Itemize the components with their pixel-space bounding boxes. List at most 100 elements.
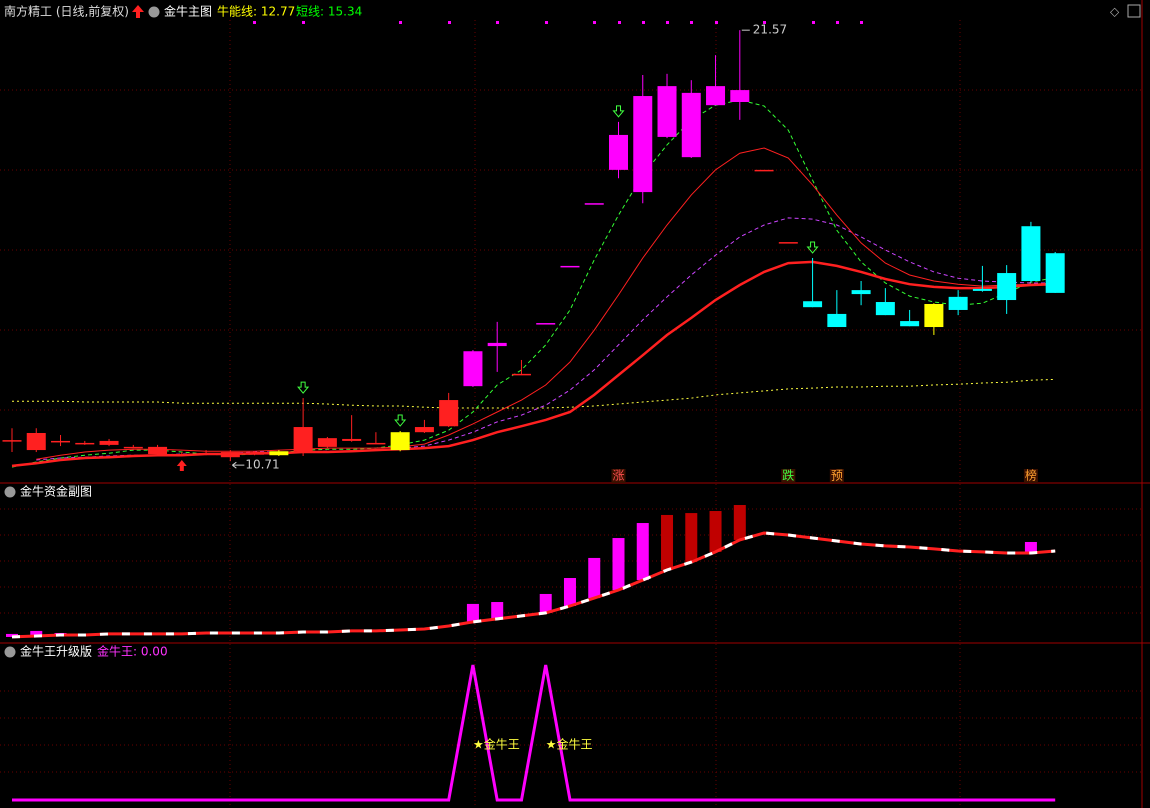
signal-dot <box>836 21 839 24</box>
fund-bar <box>588 557 601 599</box>
signal-label: 预 <box>831 469 843 483</box>
fund-bar <box>1024 541 1037 554</box>
candle-body <box>851 290 871 295</box>
candle-body <box>997 273 1017 301</box>
signal-dot <box>763 21 766 24</box>
signal-label-bg <box>781 469 796 483</box>
candle-body <box>827 313 847 328</box>
candle-body <box>803 301 823 308</box>
candle-body <box>196 453 216 455</box>
signal-dot <box>302 21 305 24</box>
candle-body <box>487 342 507 347</box>
fund-bar <box>685 513 698 563</box>
candle-body <box>269 451 289 456</box>
signal-arrow <box>394 414 407 427</box>
candle-body <box>2 440 22 442</box>
price-pointer <box>232 461 245 469</box>
signal-arrow <box>297 381 310 394</box>
candle-body <box>245 453 265 455</box>
candle-body <box>584 203 604 205</box>
candle-body <box>293 427 313 452</box>
candle-body <box>633 96 653 193</box>
signal-dot <box>642 21 645 24</box>
panel-title: 金牛主图 <box>164 4 212 19</box>
signal-dot <box>399 21 402 24</box>
fund-bar <box>661 514 674 570</box>
candle-body <box>148 446 168 455</box>
candle-body <box>439 400 459 427</box>
point-label: ★金牛王 <box>473 737 520 752</box>
fund-bar <box>539 593 552 613</box>
window-icon[interactable] <box>1127 4 1141 18</box>
signal-arrow <box>612 105 625 118</box>
candle-body <box>1021 226 1041 281</box>
collapse-icon[interactable] <box>4 646 16 658</box>
settings-icon[interactable]: ◇ <box>1110 5 1120 19</box>
ma-line <box>12 378 1056 409</box>
signal-dot <box>812 21 815 24</box>
fund-bar <box>612 538 625 591</box>
signal-dots <box>253 21 863 24</box>
fund-bar <box>636 523 649 581</box>
header-bar: 南方精工 (日线,前复权) 金牛主图 ◇ 金牛资金副图 金牛王升级版 <box>4 4 1141 659</box>
signal-label-bg <box>829 469 844 483</box>
legend-item: 牛能线: 12.77 <box>217 4 295 19</box>
candle-body <box>342 438 362 441</box>
candle-body <box>99 440 119 445</box>
signal-line <box>12 664 1056 802</box>
signal-dot <box>545 21 548 24</box>
candle-body <box>609 134 628 170</box>
up-icon <box>132 5 144 18</box>
signal-label: 榜 <box>1025 468 1037 483</box>
candle-body <box>706 86 726 106</box>
signal-arrow <box>806 241 819 254</box>
signal-dot <box>860 21 863 24</box>
collapse-icon[interactable] <box>148 6 160 18</box>
low-price-label: 10.71 <box>245 458 279 472</box>
collapse-icon[interactable] <box>4 486 16 498</box>
candle-body <box>390 432 410 451</box>
candle-body <box>657 86 677 137</box>
candle-body <box>778 242 798 244</box>
stock-title: 南方精工 (日线,前复权) <box>4 4 129 19</box>
candle-body <box>924 304 944 328</box>
legend-item: 金牛王: 0.00 <box>97 644 168 659</box>
signal-dot <box>715 21 718 24</box>
candle-body <box>1045 253 1065 293</box>
point-label: ★金牛王 <box>546 737 593 752</box>
signal-label-bg <box>611 469 626 483</box>
candle-body <box>220 452 240 458</box>
candle-body <box>75 442 95 445</box>
candle-body <box>26 432 46 451</box>
signal-arrow <box>176 460 187 472</box>
candle-body <box>317 438 337 447</box>
candle-body <box>536 323 556 325</box>
signal-dot <box>593 21 596 24</box>
signal-dot <box>666 21 669 24</box>
candle-body <box>51 440 71 443</box>
signal-label: 涨 <box>612 468 624 483</box>
high-price-label: 21.57 <box>753 23 787 37</box>
signal-dot <box>448 21 451 24</box>
candle-body <box>123 446 143 449</box>
candle-body <box>172 454 192 456</box>
candle-body <box>560 265 580 268</box>
candle-body <box>972 288 992 291</box>
fund-bar <box>30 630 43 636</box>
fund-bar <box>563 578 576 606</box>
candle-body <box>730 90 750 102</box>
fund-bar <box>733 505 746 540</box>
panel-title: 金牛王升级版 <box>20 644 92 659</box>
candle-body <box>511 373 531 376</box>
signal-label-bg <box>1023 469 1038 483</box>
candle-body <box>754 169 774 172</box>
panel-title: 金牛资金副图 <box>20 484 92 499</box>
signal-dot <box>496 21 499 24</box>
fund-bar <box>466 603 479 622</box>
candle-body <box>463 351 483 387</box>
signal-label: 跌 <box>782 468 794 483</box>
candle-body <box>681 92 701 158</box>
